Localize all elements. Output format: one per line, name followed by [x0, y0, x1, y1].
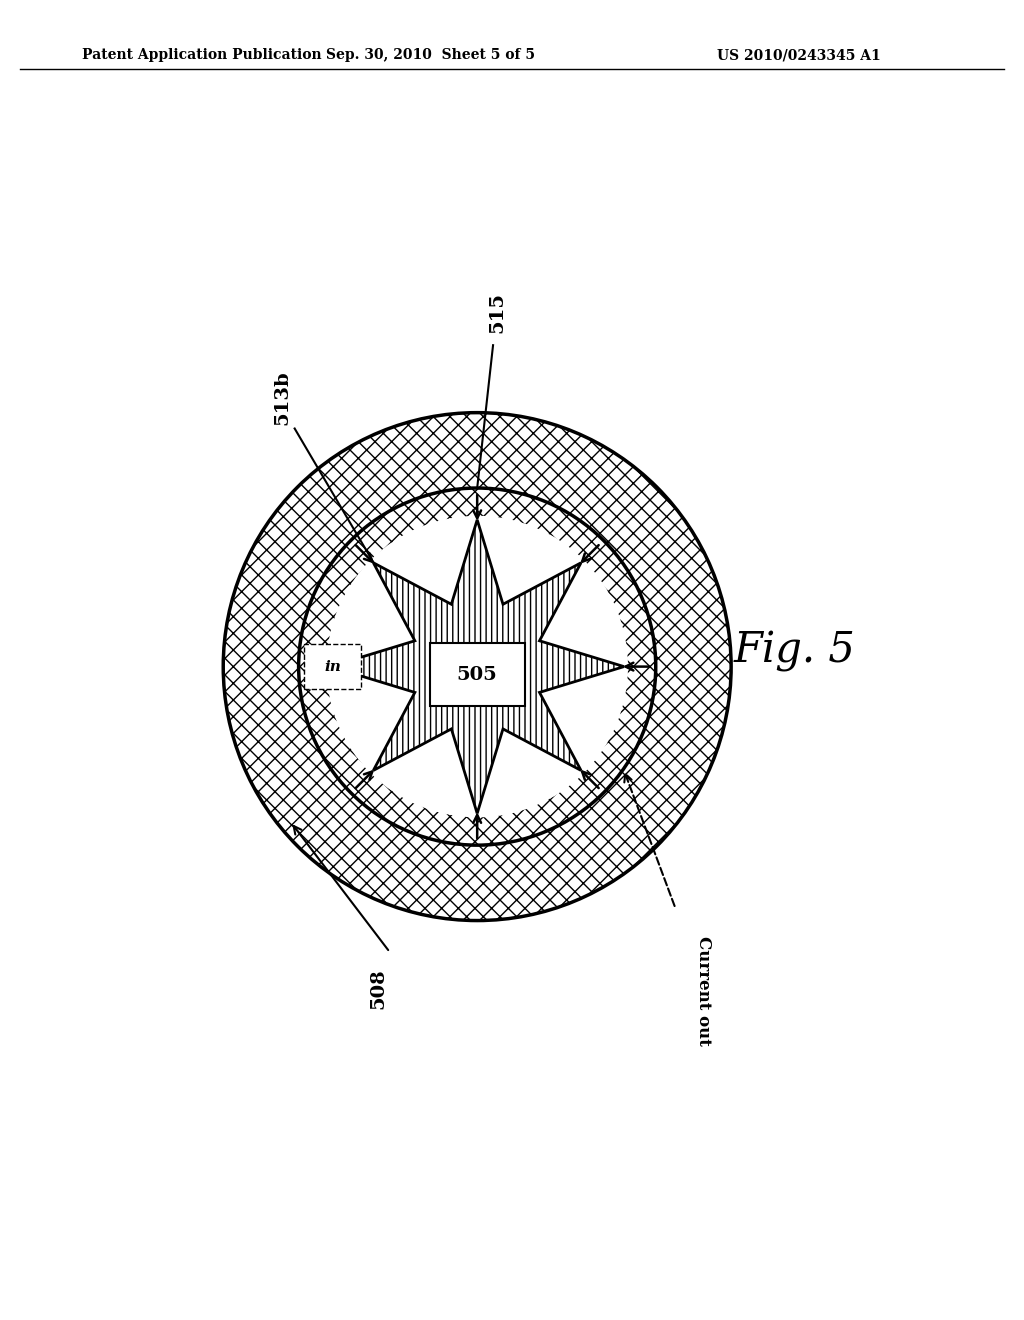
Text: Sep. 30, 2010  Sheet 5 of 5: Sep. 30, 2010 Sheet 5 of 5 [326, 49, 535, 62]
Text: Fig. 5: Fig. 5 [733, 630, 856, 672]
Text: 505: 505 [457, 665, 498, 684]
Circle shape [223, 413, 731, 920]
Text: 508: 508 [369, 968, 387, 1008]
Text: in: in [325, 660, 341, 673]
FancyBboxPatch shape [304, 644, 360, 689]
Circle shape [299, 488, 655, 845]
Polygon shape [331, 520, 624, 813]
Circle shape [299, 488, 655, 845]
Text: US 2010/0243345 A1: US 2010/0243345 A1 [717, 49, 881, 62]
Text: Patent Application Publication: Patent Application Publication [82, 49, 322, 62]
Circle shape [327, 516, 628, 817]
Text: Current out: Current out [695, 936, 712, 1047]
FancyBboxPatch shape [430, 643, 524, 706]
Text: 515: 515 [488, 292, 506, 333]
Text: 513b: 513b [273, 370, 292, 425]
